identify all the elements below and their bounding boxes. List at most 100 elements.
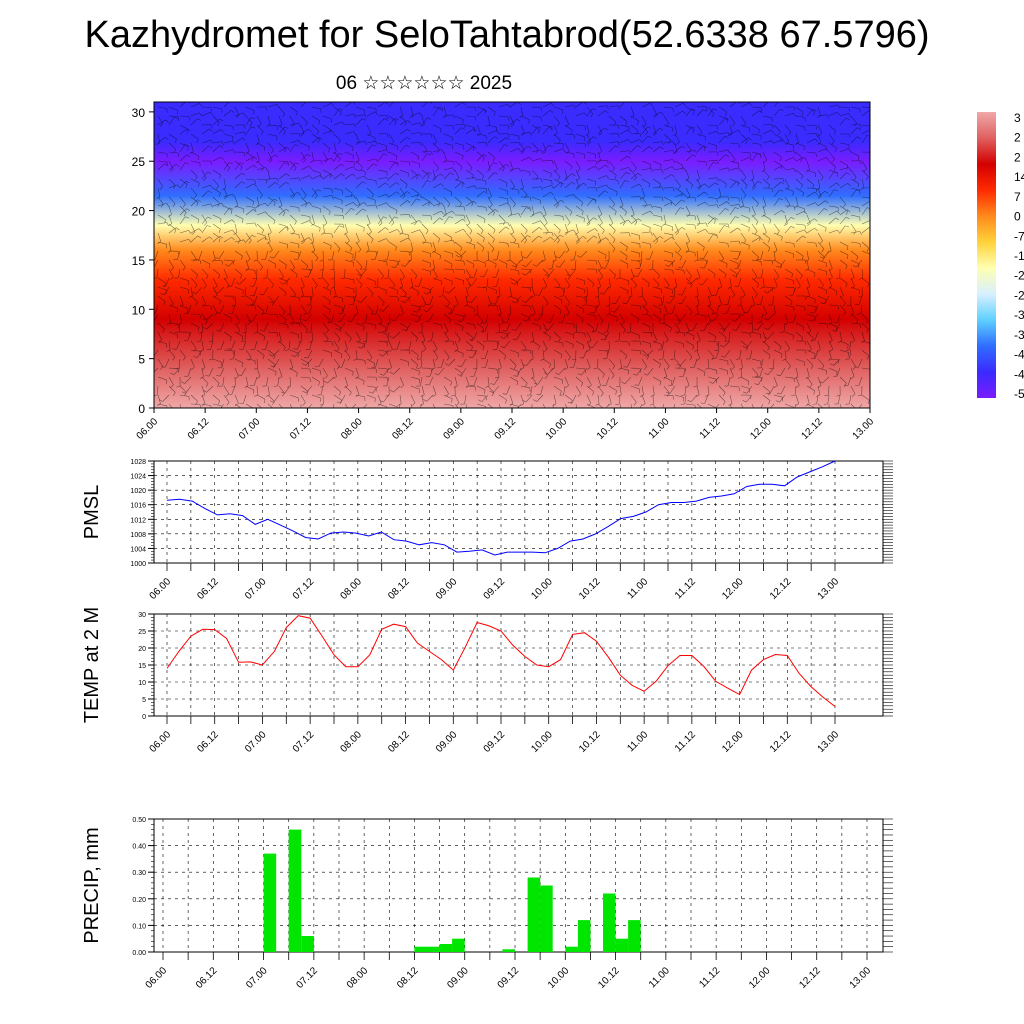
pmsl-panel-ytick-label: 1012 [130, 517, 146, 524]
precip-panel-ytick-label: 0.50 [132, 817, 146, 824]
pmsl-panel-xtick-label: 06.00 [148, 576, 174, 602]
colorbar-label: -3 [1014, 308, 1024, 322]
pmsl-panel-xtick-label: 08.12 [386, 576, 412, 602]
pmsl-panel-ytick-label: 1024 [130, 474, 146, 481]
temp-panel-xtick-label: 11.00 [625, 729, 650, 754]
temp-panel-xtick-label: 08.12 [386, 729, 412, 755]
chart-subtitle: 06 ☆☆☆☆☆☆ 2025 [335, 73, 513, 94]
temp-panel-xtick-label: 11.12 [673, 729, 698, 754]
precip-bar [288, 829, 302, 952]
heatmap-xtick-label: 08.00 [339, 416, 365, 442]
temp-panel-xtick-label: 10.00 [529, 729, 555, 755]
colorbar-label: 2 [1014, 131, 1021, 145]
temp-panel-xtick-label: 13.00 [816, 729, 842, 755]
precip-panel-xtick-label: 08.00 [345, 965, 371, 991]
heatmap-xtick-label: 09.00 [442, 416, 468, 442]
precip-bar [414, 946, 427, 952]
heatmap-xtick-label: 10.00 [544, 416, 570, 442]
precip-panel-ytick-label: 0.40 [132, 844, 146, 851]
pmsl-panel-xtick-label: 07.00 [243, 576, 269, 602]
colorbar-label: -4 [1014, 367, 1024, 381]
colorbar-label: -2 [1014, 269, 1024, 283]
precip-panel-xtick-label: 12.00 [747, 965, 773, 991]
precip-bar [439, 944, 453, 952]
precip-panel: 0.00 0.10 0.20 0.30 0.40 0.50 06.00 06.12 07.00 0… [81, 817, 893, 991]
pmsl-panel-xtick-label: 12.12 [768, 576, 794, 602]
colorbar-label: 3 [1014, 111, 1021, 125]
temp-panel-ytick-label: 0 [142, 714, 146, 721]
chart-title: Kazhydromet for SeloTahtabrod(52.6338 67… [84, 14, 930, 56]
pmsl-panel-xtick-label: 12.00 [720, 576, 746, 602]
precip-bar [452, 938, 465, 952]
heatmap-panel: 0 5 10 15 20 25 30 06.00 06.12 07.00 07.12 08.00 08.… [132, 101, 877, 442]
pmsl-panel-xtick-label: 08.00 [339, 576, 365, 602]
temp-panel-xtick-label: 06.00 [148, 729, 174, 755]
pmsl-panel-xtick-label: 11.00 [625, 576, 650, 601]
pmsl-line [166, 460, 836, 556]
colorbar-label: -5 [1014, 387, 1024, 401]
temp-panel-xtick-label: 09.00 [434, 729, 460, 755]
pmsl-panel-frame [153, 460, 884, 564]
heatmap-xtick-label: 08.12 [390, 416, 416, 442]
colorbar-label: 2 [1014, 150, 1021, 164]
temp-panel-ytick-label: 20 [138, 646, 146, 653]
precip-panel-ytick-label: 0.20 [132, 897, 146, 904]
heatmap-xtick-label: 06.00 [135, 416, 161, 442]
colorbar-label: 7 [1014, 190, 1021, 204]
colorbar-label: -2 [1014, 288, 1024, 302]
temp-panel-xtick-label: 07.12 [291, 729, 317, 755]
precip-panel-xtick-label: 06.00 [144, 965, 170, 991]
precip-panel-xtick-label: 09.00 [445, 965, 471, 991]
precip-bar [628, 920, 641, 952]
temp-line [166, 615, 836, 707]
heatmap-xtick-label: 12.12 [800, 416, 826, 442]
temp-panel-xtick-label: 09.12 [482, 729, 508, 755]
colorbar-label: 14 [1014, 170, 1024, 184]
temp-panel-xtick-label: 08.00 [339, 729, 365, 755]
heatmap-ytick-label: 30 [132, 106, 146, 120]
temp-panel-ytick-label: 25 [138, 629, 146, 636]
colorbar-label: 0 [1014, 210, 1021, 224]
temp-panel-ytick-label: 30 [138, 612, 146, 619]
heatmap-xtick-label: 11.00 [647, 416, 672, 441]
colorbar-bar [977, 112, 996, 398]
heatmap-xtick-label: 07.00 [237, 416, 263, 442]
precip-panel-xtick-label: 09.12 [496, 965, 522, 991]
pmsl-panel-xtick-label: 10.00 [529, 576, 555, 602]
colorbar-label: -4 [1014, 348, 1024, 362]
precip-panel-xtick-label: 08.12 [395, 965, 421, 991]
pmsl-panel-ytick-label: 1004 [130, 546, 146, 553]
precip-panel-xtick-label: 12.12 [797, 965, 823, 991]
heatmap-ytick-label: 20 [132, 205, 146, 219]
heatmap-xtick-label: 09.12 [493, 416, 519, 442]
precip-bar [603, 893, 616, 952]
pmsl-panel-xtick-label: 07.12 [291, 576, 317, 602]
precip-panel-xtick-label: 10.00 [546, 965, 572, 991]
pmsl-panel-ylabel: PMSL [81, 485, 103, 539]
temp-panel-ytick-label: 10 [138, 680, 146, 687]
precip-bar [540, 885, 553, 952]
temp-panel-ytick-label: 5 [142, 697, 146, 704]
pmsl-panel-xtick-label: 10.12 [577, 576, 603, 602]
wind-barbs [154, 102, 870, 408]
temp-panel-xtick-label: 10.12 [577, 729, 603, 755]
precip-bar [577, 920, 591, 952]
precip-bar [615, 938, 629, 952]
temp-panel-ytick-label: 15 [138, 663, 146, 670]
precip-panel-ytick-label: 0.10 [132, 923, 146, 930]
heatmap-xtick-label: 12.00 [748, 416, 774, 442]
precip-bar [263, 853, 277, 952]
heatmap-xtick-label: 13.00 [851, 416, 877, 442]
heatmap-xtick-label: 06.12 [186, 416, 212, 442]
heatmap-ytick-label: 5 [138, 353, 145, 367]
pmsl-panel-xtick-label: 09.00 [434, 576, 460, 602]
precip-panel-xtick-label: 13.00 [848, 965, 874, 991]
precip-bar [565, 946, 578, 952]
pmsl-panel-ytick-label: 1008 [130, 532, 146, 539]
temp-panel-xtick-label: 07.00 [243, 729, 269, 755]
heatmap-xtick-label: 10.12 [595, 416, 621, 442]
precip-bar [301, 936, 314, 952]
heatmap-ytick-label: 10 [132, 303, 146, 317]
precip-panel-xtick-label: 11.12 [697, 965, 722, 990]
pmsl-panel-ytick-label: 1000 [130, 561, 146, 568]
